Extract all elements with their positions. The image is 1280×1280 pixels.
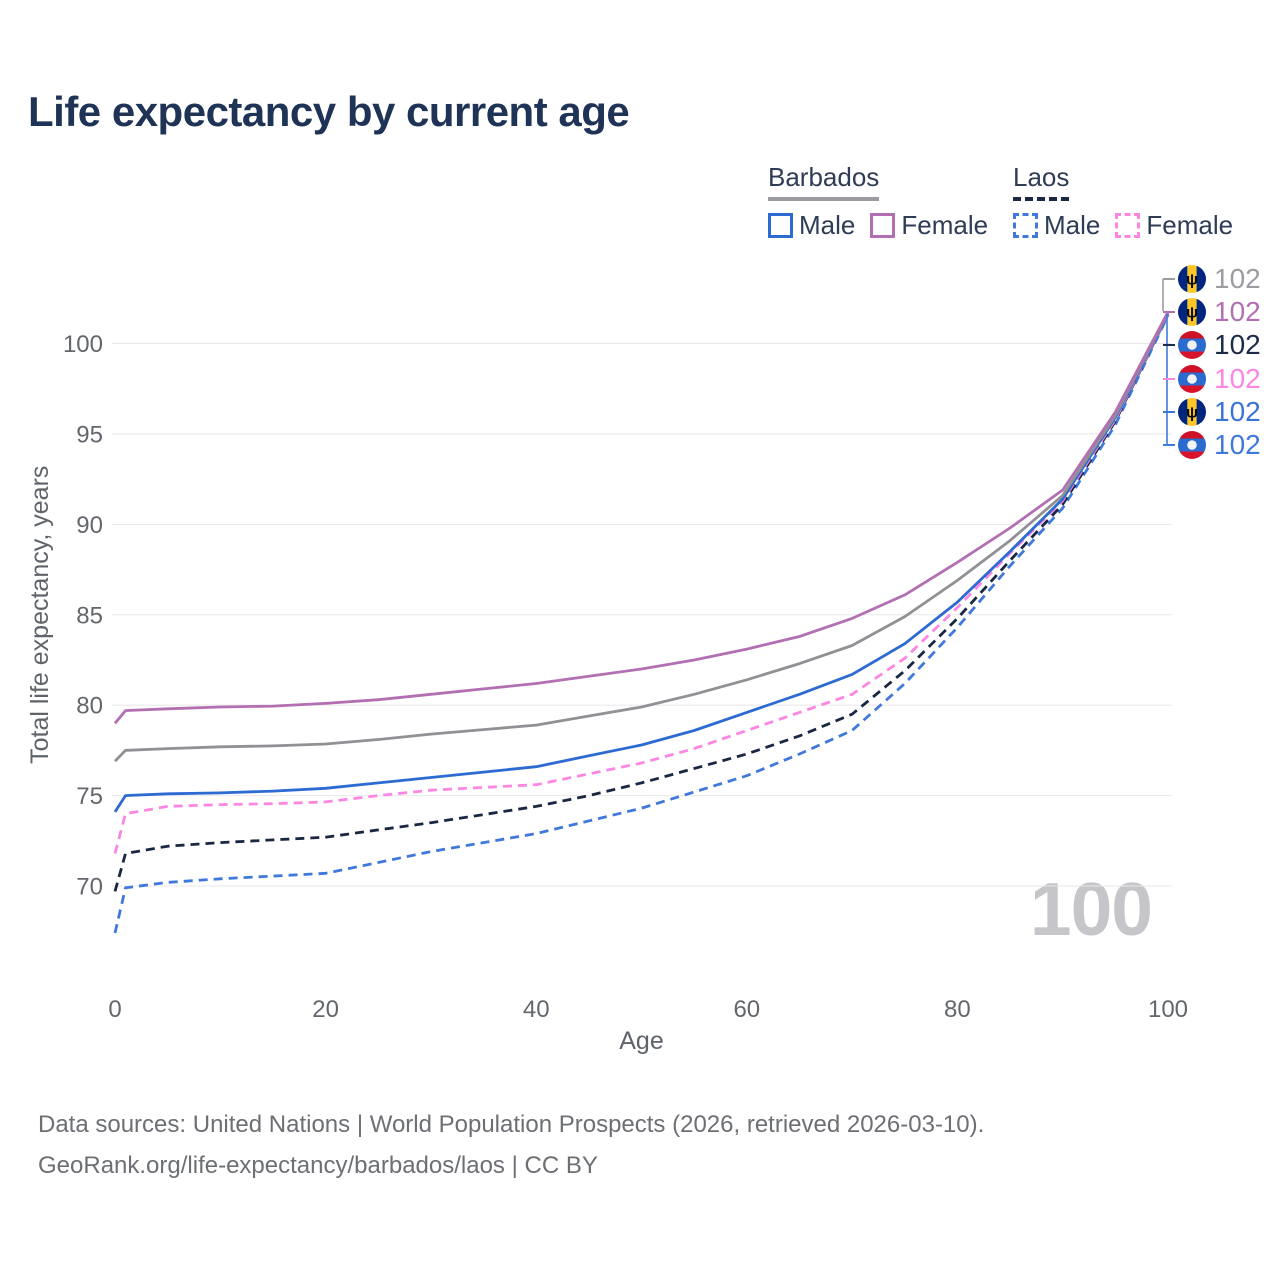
series-line-barbados-male[interactable] — [113, 313, 1170, 813]
y-tick-80: 80 — [76, 693, 103, 720]
end-label-laos-female: 102 — [1178, 363, 1261, 395]
x-tick-20: 20 — [312, 996, 339, 1023]
footer-attribution: GeoRank.org/life-expectancy/barbados/lao… — [38, 1152, 598, 1179]
barbados-flag-icon: ψ — [1178, 265, 1206, 293]
legend-group-barbados: Barbados Male Female — [768, 162, 988, 241]
legend-swatch — [768, 213, 793, 238]
series-line-laos[interactable] — [113, 313, 1170, 892]
legend-item-barbados-male[interactable]: Male — [768, 210, 855, 241]
end-label-barbados: ψ 102 — [1178, 263, 1261, 295]
y-tick-70: 70 — [76, 874, 103, 901]
legend-swatch — [1115, 213, 1141, 238]
series-line-barbados-female[interactable] — [113, 311, 1170, 725]
series-line-barbados[interactable] — [113, 312, 1170, 763]
y-tick-95: 95 — [76, 421, 103, 448]
legend-item-label: Male — [1044, 210, 1101, 240]
end-label-value: 102 — [1214, 296, 1261, 327]
age-watermark: 100 — [1029, 867, 1153, 951]
x-tick-100: 100 — [1148, 996, 1188, 1023]
barbados-flag-icon: ψ — [1178, 398, 1206, 426]
end-label-value: 102 — [1214, 429, 1261, 460]
legend-item-label: Female — [901, 210, 989, 240]
page-title: Life expectancy by current age — [28, 88, 630, 135]
y-tick-100: 100 — [63, 331, 103, 358]
x-tick-80: 80 — [944, 996, 971, 1023]
y-tick-90: 90 — [76, 512, 103, 539]
y-tick-75: 75 — [76, 783, 103, 810]
footer-sources: Data sources: United Nations | World Pop… — [38, 1111, 985, 1138]
laos-flag-icon — [1178, 431, 1206, 459]
legend-swatch — [1013, 213, 1038, 238]
laos-flag-icon — [1178, 365, 1206, 393]
series-line-laos-female[interactable] — [113, 313, 1170, 854]
barbados-flag-icon: ψ — [1178, 298, 1206, 326]
end-label-value: 102 — [1214, 363, 1261, 394]
svg-text:ψ: ψ — [1186, 272, 1198, 289]
footer: Data sources: United Nations | World Pop… — [38, 1104, 984, 1186]
y-axis-title: Total life expectancy, years — [26, 466, 54, 764]
end-label-barbados-male: ψ 102 — [1178, 396, 1261, 428]
svg-text:ψ: ψ — [1186, 405, 1198, 422]
end-label-laos-male: 102 — [1178, 429, 1261, 461]
laos-flag-icon — [1178, 331, 1206, 359]
legend-item-laos-male[interactable]: Male — [1013, 210, 1100, 241]
legend: Barbados Male Female Laos Male Female — [768, 162, 1268, 242]
end-label-value: 102 — [1214, 396, 1261, 427]
x-tick-40: 40 — [523, 996, 550, 1023]
x-tick-60: 60 — [733, 996, 760, 1023]
legend-group-laos: Laos Male Female — [1013, 162, 1233, 241]
legend-swatch — [870, 213, 896, 238]
x-tick-0: 0 — [108, 996, 121, 1023]
end-label-value: 102 — [1214, 263, 1261, 294]
end-label-value: 102 — [1214, 329, 1261, 360]
x-axis-title: Age — [619, 1027, 663, 1055]
series-line-laos-male[interactable] — [113, 314, 1170, 934]
end-label-laos: 102 — [1178, 329, 1261, 361]
svg-text:ψ: ψ — [1186, 305, 1198, 322]
end-label-barbados-female: ψ 102 — [1178, 296, 1261, 328]
legend-item-label: Female — [1146, 210, 1234, 240]
legend-item-barbados-female[interactable]: Female — [870, 210, 988, 241]
y-tick-85: 85 — [76, 602, 103, 629]
legend-country-laos[interactable]: Laos — [1013, 162, 1070, 201]
legend-item-label: Male — [799, 210, 856, 240]
legend-country-barbados[interactable]: Barbados — [768, 162, 880, 201]
legend-item-laos-female[interactable]: Female — [1115, 210, 1233, 241]
